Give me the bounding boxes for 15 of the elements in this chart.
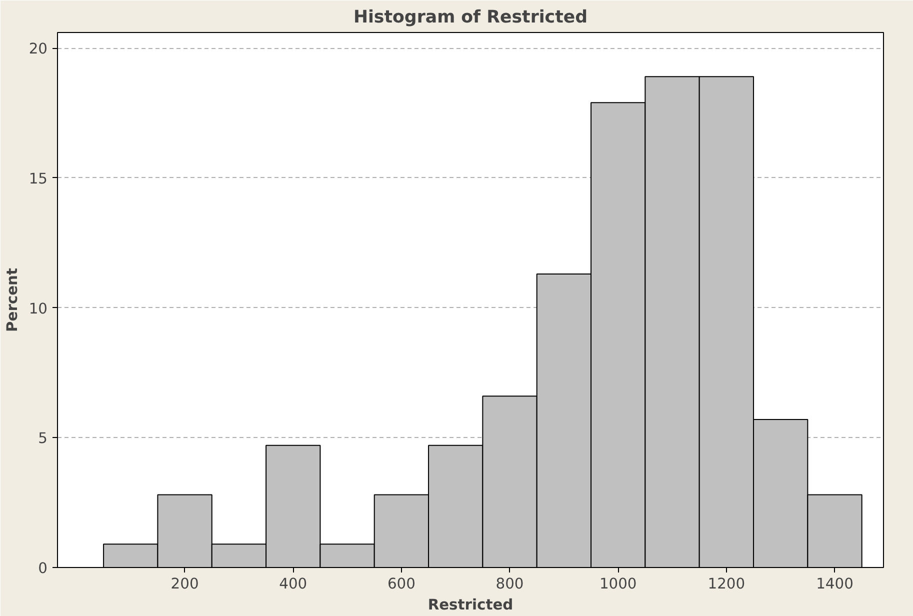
y-tick-label: 10 (28, 300, 48, 318)
x-tick-label: 800 (496, 576, 524, 592)
y-tick-label: 0 (38, 560, 48, 577)
y-tick-label: 15 (28, 170, 48, 188)
x-axis-title: Restricted (428, 596, 514, 614)
x-tick-label: 600 (387, 576, 416, 592)
x-tick-label: 1000 (599, 576, 637, 592)
x-tick-label: 1400 (816, 576, 854, 592)
y-tick-label: 20 (28, 40, 48, 58)
y-tick-label: 5 (38, 430, 48, 448)
x-tick-label: 1200 (708, 576, 746, 592)
chart-title: Histogram of Restricted (353, 8, 588, 28)
y-axis-title: Percent (4, 268, 21, 332)
x-tick-label: 200 (170, 576, 199, 592)
x-tick-label: 400 (279, 576, 308, 592)
